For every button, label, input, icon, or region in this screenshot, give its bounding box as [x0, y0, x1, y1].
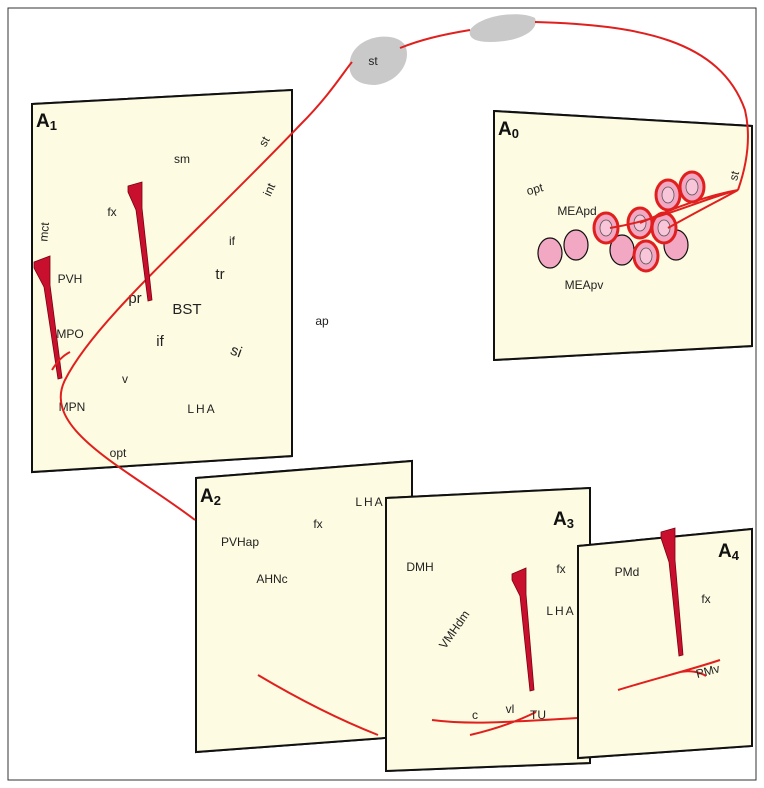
label: PVHap	[221, 535, 259, 549]
label: c	[472, 708, 478, 722]
figure: A1 sm fx mct PVH pr BST tr if if si MPO …	[0, 0, 764, 788]
label: opt	[110, 446, 127, 460]
label: MEApv	[565, 278, 604, 292]
label: mct	[36, 221, 52, 242]
label: MPO	[56, 327, 83, 341]
label: ap	[315, 314, 329, 328]
label: LHA	[546, 604, 575, 618]
label: vl	[506, 702, 515, 716]
panel-letter: A	[200, 486, 214, 507]
panel-letter: A	[36, 111, 50, 132]
label: LHA	[187, 402, 216, 416]
label: st	[368, 54, 378, 68]
panel-a4: A4 PMd fx PMv	[578, 529, 752, 758]
label: tr	[215, 266, 224, 283]
panel-index: 3	[567, 516, 574, 531]
panel-a2: A2 PVHap fx LHA AHNc	[196, 461, 412, 752]
panel-letter: A	[553, 509, 567, 530]
panel-a1: A1 sm fx mct PVH pr BST tr if if si MPO …	[32, 90, 292, 475]
label: sm	[174, 152, 190, 166]
label: if	[156, 333, 164, 350]
label: fx	[556, 562, 565, 576]
panel-letter: A	[718, 541, 732, 562]
label: PMd	[615, 565, 640, 579]
label: BST	[172, 301, 201, 318]
label: fx	[313, 517, 322, 531]
label: MEApd	[557, 204, 596, 218]
label: LHA	[355, 495, 384, 509]
label: fx	[107, 205, 116, 219]
label: PVH	[58, 272, 83, 286]
label: fx	[701, 592, 710, 606]
panel-index: 2	[214, 493, 221, 508]
label: DMH	[406, 560, 433, 574]
label: TU	[530, 708, 546, 722]
panel-letter: A	[498, 119, 512, 140]
label: AHNc	[256, 572, 287, 586]
panel-a3: A3 DMH fx LHA VMHdm c vl TU	[386, 488, 590, 771]
panel-index: 0	[512, 126, 519, 141]
panel-index: 1	[50, 118, 57, 133]
panel-a0: A0 opt MEApd MEApv st	[494, 111, 752, 360]
label: if	[229, 234, 236, 248]
panel-index: 4	[732, 548, 740, 563]
label: v	[122, 372, 128, 386]
